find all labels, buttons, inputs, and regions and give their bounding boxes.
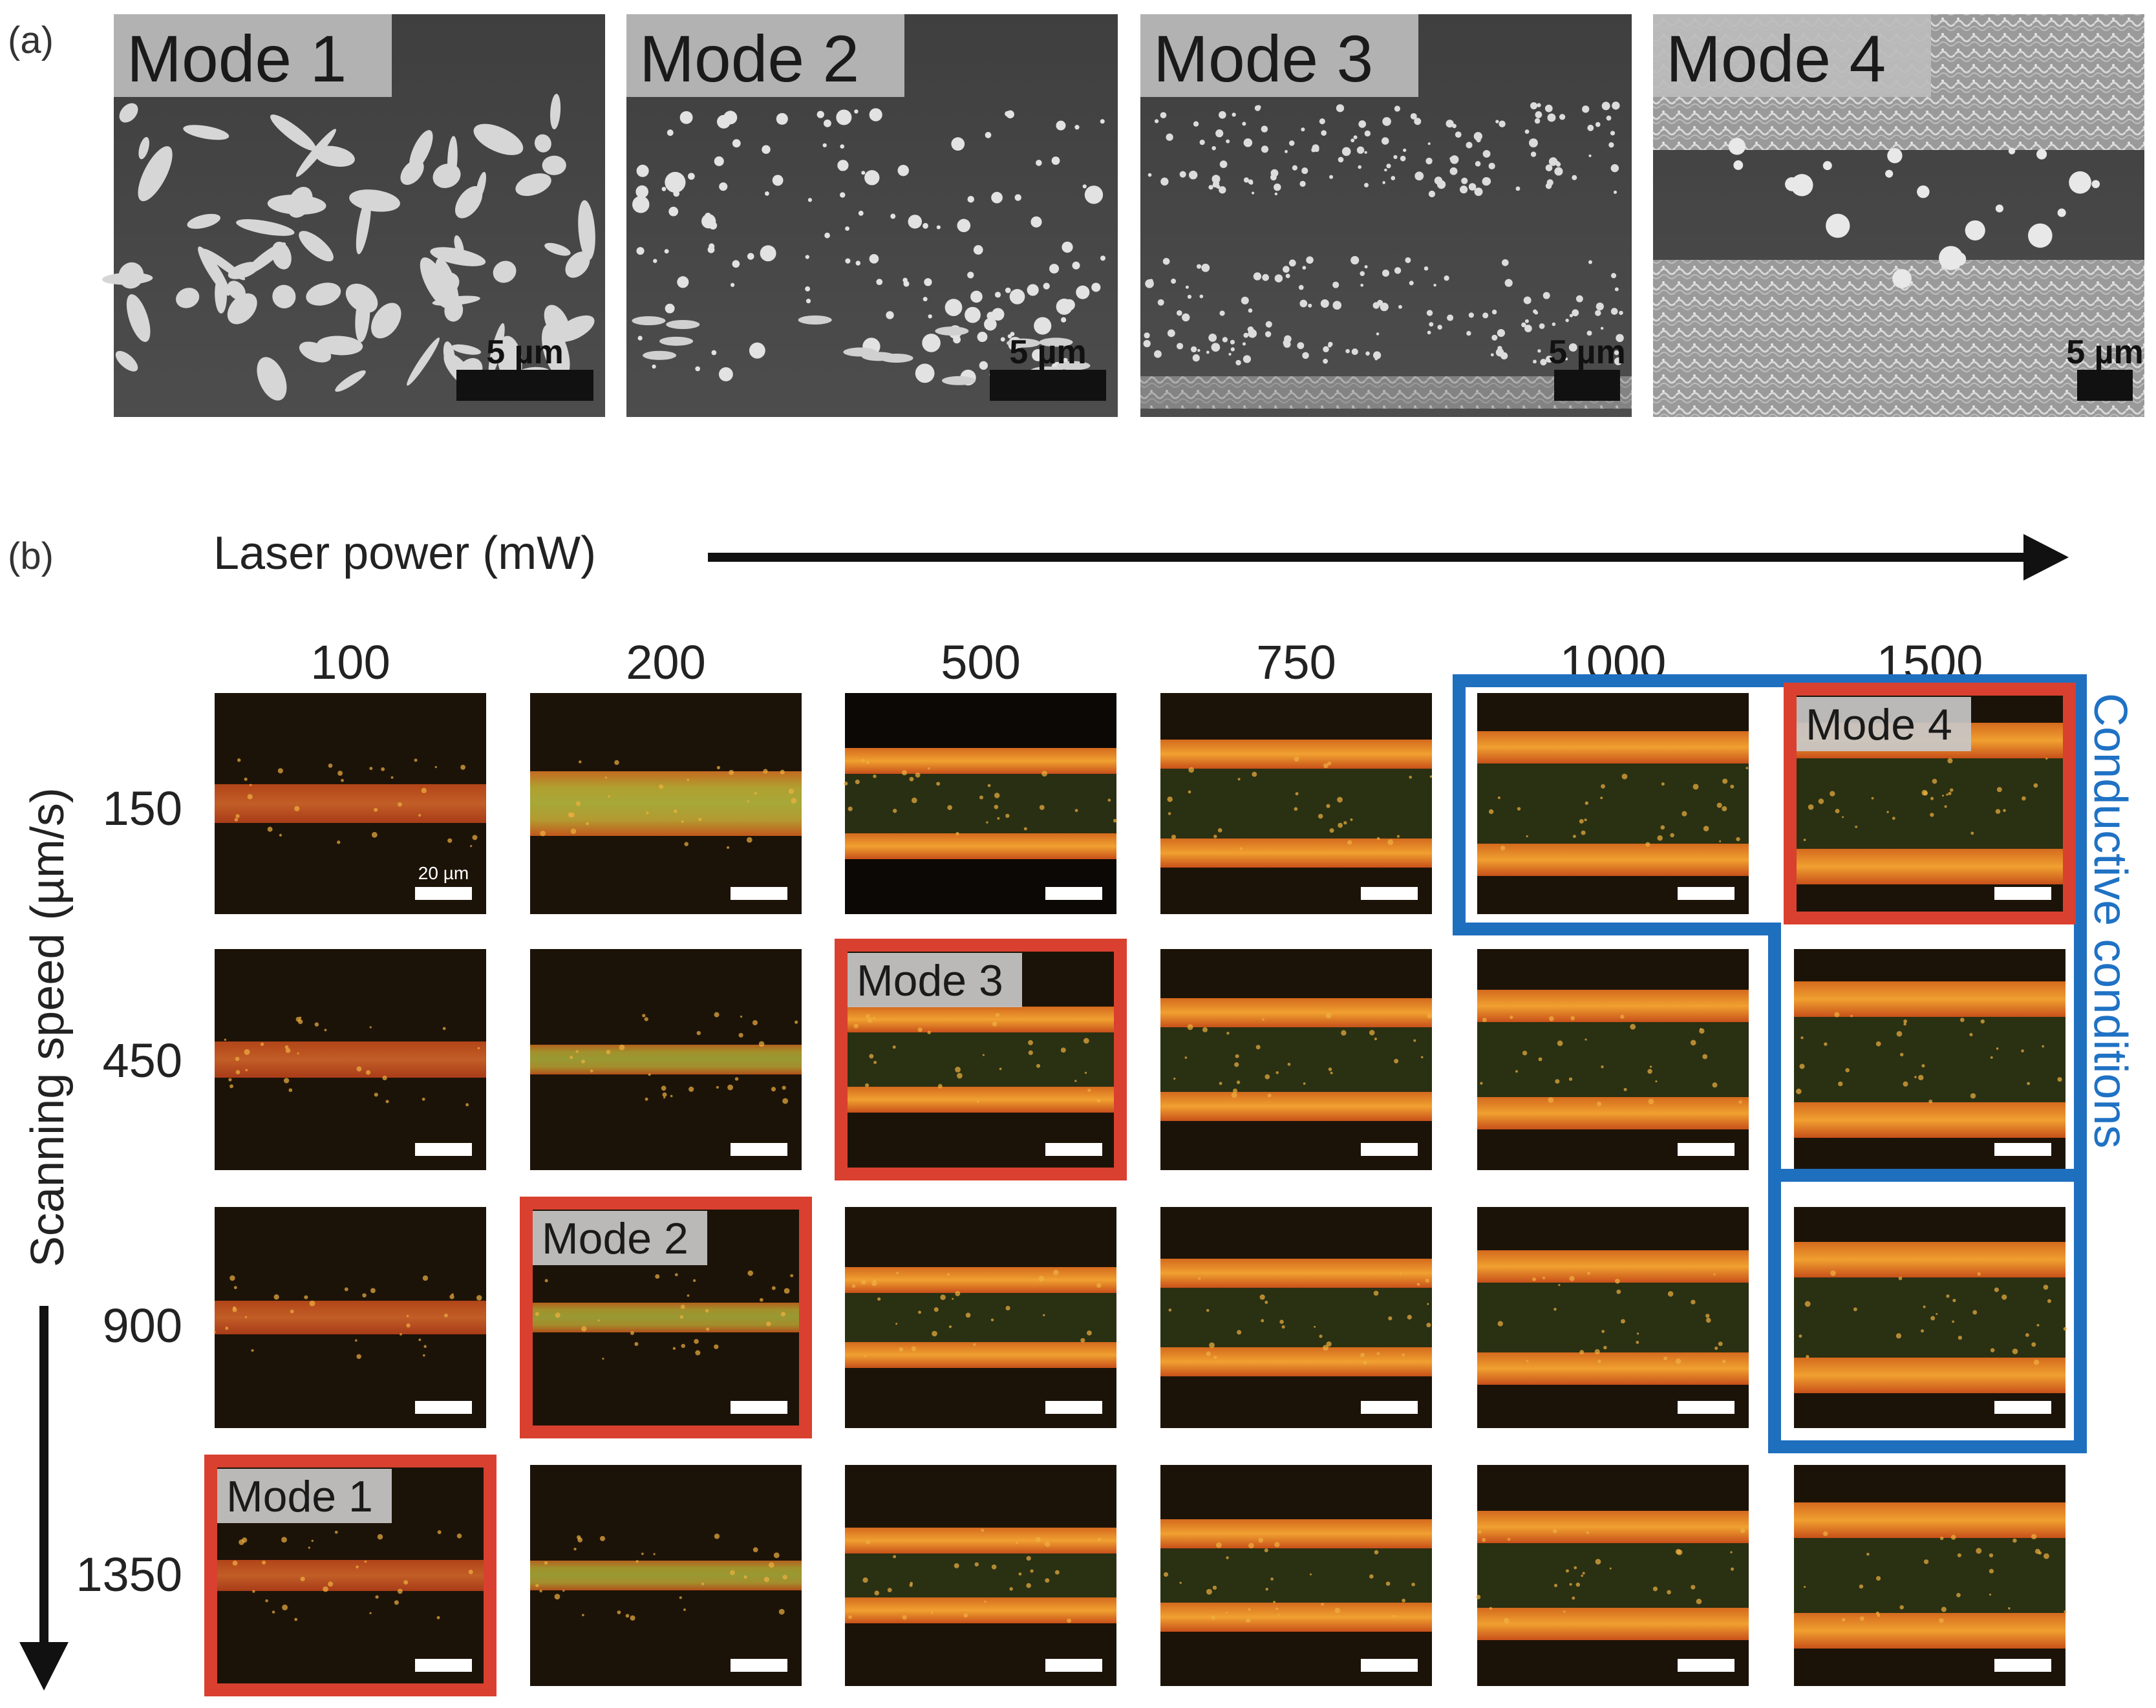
mode-tag-text: Mode 3 (857, 956, 1003, 1005)
micrograph-cell (1160, 1465, 1432, 1686)
micrograph-cell (1794, 949, 2065, 1170)
power-axis-label: Laser power (mW) (213, 528, 596, 579)
mode-tag-text: Mode 1 (226, 1472, 373, 1521)
micrograph-cell (1160, 1207, 1432, 1428)
sem-tile-4: Mode 4 5 µm (1653, 14, 2144, 417)
power-tick-label: 100 (310, 635, 390, 689)
sem-mode-text: Mode 4 (1666, 22, 1886, 96)
power-tick-labels: 100 200 500 750 1000 1500 (310, 635, 1983, 689)
micrograph-scale-bar (1678, 1401, 1734, 1414)
micrograph-scale-bar (1045, 1401, 1102, 1414)
micrograph-cell (1476, 1465, 1749, 1686)
speed-tick-labels: 150 450 900 1350 (76, 782, 182, 1601)
sem-scale-bar: 5 µm (2066, 334, 2144, 401)
power-tick-label: 500 (941, 635, 1020, 689)
micrograph-cell: 20 µm (215, 693, 486, 914)
micrograph-scale-bar (1994, 887, 2051, 900)
micrograph-scale-bar (1678, 887, 1734, 900)
micrograph-scale-bar (1678, 1143, 1734, 1156)
micrograph-cell (1794, 693, 2065, 914)
micrograph-scale-bar (731, 1143, 787, 1156)
micrograph-cell (1160, 693, 1433, 914)
mode-frame: Mode 3 (835, 939, 1127, 1180)
micrograph-scale-bar (415, 1401, 472, 1414)
speed-axis-label: Scanning speed (µm/s) (22, 787, 74, 1267)
panel-b-label: (b) (8, 535, 54, 577)
sem-tile-2: Mode 2 5 µm (626, 14, 1118, 417)
mode-frames: Mode 1 Mode 2 Mode 3 Mode 4 (204, 683, 2076, 1696)
micrograph-cell (1477, 1207, 1749, 1428)
sem-tile-1: Mode 1 5 µm (101, 14, 605, 417)
micrograph-cell (215, 949, 486, 1170)
speed-tick-label: 150 (103, 782, 182, 835)
mode-tag-text: Mode 2 (542, 1214, 688, 1263)
mode-frame: Mode 1 (204, 1455, 496, 1696)
sem-mode-label: Mode 2 (626, 14, 904, 97)
micrograph-cell (213, 1207, 486, 1428)
sem-mode-label: Mode 4 (1653, 14, 1931, 97)
sem-scale-text: 5 µm (1548, 334, 1626, 371)
micrograph-scale-bar (415, 1659, 472, 1672)
micrograph-cell (1477, 693, 1749, 914)
micrograph-scale-bar (1994, 1659, 2051, 1672)
micrograph-scale-bar (1045, 887, 1102, 900)
speed-axis-arrow (19, 1306, 69, 1691)
micrograph-cell (530, 949, 802, 1170)
micrograph-scale-bar (1678, 1659, 1734, 1672)
sem-scale-text: 5 µm (1009, 334, 1087, 371)
micrograph-scale-bar (1045, 1143, 1102, 1156)
power-tick-label: 750 (1256, 635, 1336, 689)
sem-scale-text: 5 µm (486, 334, 564, 371)
micrograph-scale-bar (415, 1143, 472, 1156)
speed-tick-label: 1350 (76, 1548, 182, 1601)
sem-scale-bar: 5 µm (990, 334, 1106, 401)
power-axis-arrow (708, 534, 2069, 581)
micrograph-scale-bar (1361, 887, 1418, 900)
micrograph-cell (845, 1207, 1116, 1428)
conductive-conditions-label: Conductive conditions (2084, 693, 2136, 1148)
micrograph-cell (1477, 949, 1749, 1170)
sem-mode-label: Mode 3 (1140, 14, 1418, 97)
micrograph-scale-bar (415, 887, 472, 900)
mode-frame: Mode 2 (520, 1197, 812, 1438)
speed-tick-label: 450 (103, 1034, 182, 1087)
sem-mode-text: Mode 3 (1153, 22, 1373, 96)
micrograph-scale-bar (731, 1401, 787, 1414)
micrograph-scale-bar (731, 1659, 787, 1672)
micrograph-cell (530, 693, 802, 914)
micrograph-scale-bar (1361, 1659, 1418, 1672)
micrograph-cell (1794, 1207, 2067, 1428)
power-tick-label: 200 (626, 635, 705, 689)
sem-tile-3: Mode 3 5 µm (1140, 14, 1632, 417)
sem-mode-label: Mode 1 (114, 14, 392, 97)
speed-tick-label: 900 (103, 1299, 182, 1352)
sem-mode-text: Mode 2 (639, 22, 859, 96)
micrograph-cell (845, 1465, 1116, 1686)
sem-mode-text: Mode 1 (127, 22, 347, 96)
micrograph-cell (1794, 1465, 2067, 1686)
micrograph-scale-bar (1361, 1143, 1418, 1156)
mode-tag-text: Mode 4 (1806, 700, 1952, 749)
micrograph-cell (1160, 949, 1433, 1170)
sem-scale-bar: 5 µm (456, 334, 593, 401)
panel-a-sem-images: Mode 1 5 µm Mode 2 5 µm Mode 3 5 µm Mode 4 5 µm (101, 14, 2144, 417)
mode-frame: Mode 4 (1784, 683, 2076, 924)
micrograph-scale-bar (1994, 1401, 2051, 1414)
sem-scale-bar: 5 µm (1548, 334, 1626, 401)
micrograph-scale-bar (731, 887, 787, 900)
micrograph-scale-bar (1361, 1401, 1418, 1414)
micrograph-scale-bar (1045, 1659, 1102, 1672)
micrograph-cell (530, 1465, 802, 1686)
micrograph-scale-text: 20 µm (418, 863, 469, 883)
panel-a-label: (a) (8, 19, 54, 61)
micrograph-cell (844, 693, 1117, 914)
micrograph-scale-bar (1994, 1143, 2051, 1156)
sem-scale-text: 5 µm (2066, 334, 2144, 371)
conductive-region-outline (1453, 674, 2087, 1453)
